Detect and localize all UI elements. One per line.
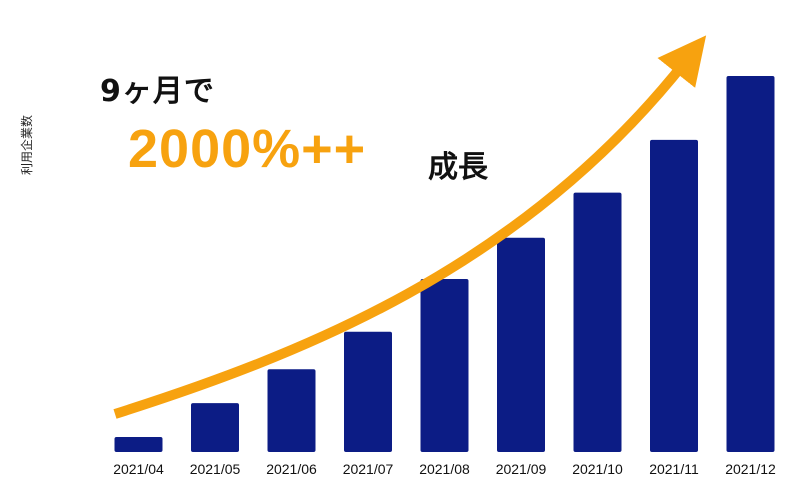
x-tick-label: 2021/06 <box>266 461 317 477</box>
bar-2021-07 <box>344 331 392 452</box>
y-axis-label: 利用企業数 <box>20 115 34 176</box>
annotation-growth-rate: 2000%++ <box>128 119 367 179</box>
x-tick-label: 2021/11 <box>649 461 699 477</box>
bar-2021-04 <box>114 437 163 452</box>
bar-2021-12 <box>726 76 775 452</box>
x-tick-label: 2021/10 <box>572 461 623 477</box>
x-tick-label: 2021/07 <box>343 461 394 477</box>
x-axis-ticks: 2021/04 2021/05 2021/06 2021/07 2021/08 2021/… <box>113 461 776 477</box>
bar-2021-10 <box>573 192 622 452</box>
bar-2021-08 <box>420 279 469 452</box>
bars-group <box>114 76 775 452</box>
bar-2021-11 <box>650 139 698 452</box>
annotation-period: 9ヶ月で <box>100 74 215 109</box>
x-tick-label: 2021/05 <box>190 461 241 477</box>
growth-arrow-icon <box>113 35 707 419</box>
bar-2021-06 <box>267 369 316 452</box>
bar-2021-05 <box>191 403 239 452</box>
x-tick-label: 2021/09 <box>496 461 547 477</box>
bar-2021-09 <box>497 237 545 452</box>
annotation-growth-label: 成長 <box>428 150 488 185</box>
x-tick-label: 2021/08 <box>419 461 470 477</box>
x-tick-label: 2021/12 <box>725 461 776 477</box>
x-tick-label: 2021/04 <box>113 461 164 477</box>
